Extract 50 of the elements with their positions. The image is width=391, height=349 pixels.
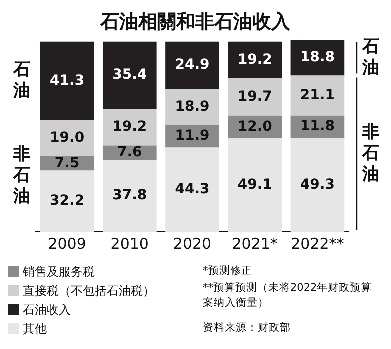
bar — [290, 138, 345, 232]
data-label: 35.4 — [112, 67, 148, 84]
bar — [40, 42, 94, 120]
bar — [40, 170, 94, 232]
bar — [228, 138, 282, 232]
x-tick-label: 2009 — [48, 234, 86, 253]
data-label: 49.3 — [300, 176, 335, 193]
text: 石油 — [12, 60, 30, 102]
bar — [102, 109, 157, 146]
text: 非石油 — [12, 144, 30, 207]
bar — [102, 42, 157, 110]
text: **预算预测（未将2022年财政预算案纳入衡量） — [203, 281, 374, 311]
x-tick-label: 2022** — [291, 234, 345, 253]
chart-title: 石油相關和非石油收入 — [99, 10, 292, 35]
data-label: 18.8 — [300, 50, 335, 66]
data-label: 24.9 — [175, 57, 210, 74]
text: 资料来源：财政部 — [203, 321, 292, 336]
data-label: 49.1 — [238, 176, 272, 193]
bar — [166, 148, 220, 232]
bar — [290, 76, 345, 116]
legend-label: 石油收入 — [23, 302, 71, 319]
data-label: 19.2 — [238, 52, 272, 68]
data-label: 11.9 — [175, 128, 210, 144]
data-label: 18.9 — [175, 98, 210, 115]
data-label: 12.0 — [238, 118, 273, 135]
legend-label: 直接税（不包括石油税） — [23, 283, 155, 300]
data-label: 7.5 — [54, 155, 80, 172]
bar — [166, 42, 220, 90]
data-label: 19.7 — [238, 88, 272, 105]
data-label: 44.3 — [175, 182, 210, 198]
text: 非石油 — [362, 122, 380, 184]
bar — [102, 160, 157, 232]
data-label: 37.8 — [112, 188, 148, 204]
bar — [228, 78, 282, 116]
data-label: 19.2 — [112, 119, 148, 136]
legend-label: 其他 — [23, 321, 47, 338]
data-label: 21.1 — [300, 87, 335, 104]
bar — [228, 42, 282, 78]
x-tick-label: 2010 — [110, 234, 149, 253]
text: 石油 — [362, 36, 380, 78]
x-tick-label: 2021* — [232, 234, 278, 253]
bar — [166, 89, 220, 126]
data-label: 41.3 — [50, 72, 85, 89]
data-label: 11.8 — [300, 118, 335, 135]
data-label: 7.6 — [117, 144, 142, 161]
data-label: 32.2 — [50, 193, 85, 210]
legend-label: 销售及服务税 — [23, 264, 95, 281]
data-label: 19.0 — [50, 130, 85, 146]
text: *预测修正 — [203, 264, 254, 279]
x-tick-label: 2020 — [173, 234, 212, 253]
